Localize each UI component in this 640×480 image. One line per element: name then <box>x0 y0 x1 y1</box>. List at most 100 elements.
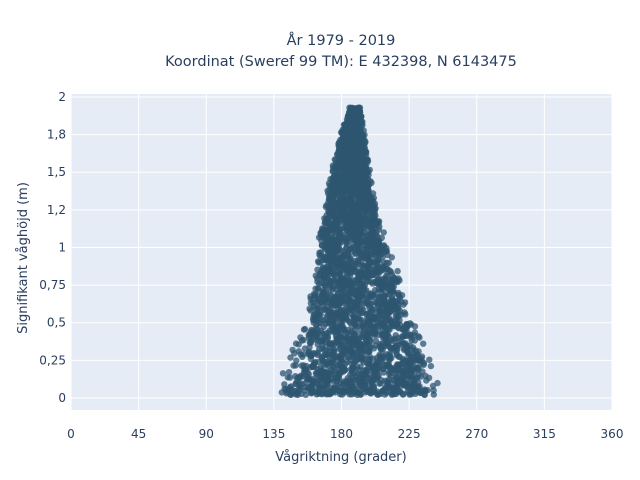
y-tick-label: 1,5 <box>47 165 66 179</box>
data-point <box>365 238 373 245</box>
data-point <box>346 338 353 346</box>
data-point <box>310 290 318 297</box>
chart-title-line1: År 1979 - 2019 <box>287 32 396 49</box>
data-point <box>379 387 386 395</box>
data-point <box>335 182 343 189</box>
data-point <box>314 278 321 285</box>
data-point <box>381 304 388 311</box>
data-point <box>354 302 361 310</box>
data-point <box>353 153 360 160</box>
data-point <box>343 126 350 134</box>
data-point <box>399 359 406 367</box>
data-point <box>293 357 300 364</box>
data-point <box>427 362 435 370</box>
data-point <box>346 264 353 271</box>
data-point <box>326 327 333 334</box>
data-point <box>359 218 366 225</box>
data-point <box>345 115 352 122</box>
data-point <box>300 351 307 358</box>
x-tick-label: 360 <box>601 427 624 441</box>
data-point <box>337 187 344 194</box>
data-point <box>358 245 366 252</box>
data-point <box>316 270 324 277</box>
data-point <box>326 277 333 284</box>
data-point <box>434 379 441 387</box>
data-point <box>324 230 331 237</box>
data-point <box>380 263 387 271</box>
data-point <box>322 255 329 262</box>
data-point <box>384 251 391 259</box>
data-point <box>334 377 341 385</box>
data-point <box>420 340 427 347</box>
data-point <box>341 176 348 183</box>
data-point <box>330 226 338 234</box>
data-point <box>337 345 344 352</box>
data-point <box>351 268 358 275</box>
data-point <box>333 264 341 271</box>
data-point <box>340 262 347 269</box>
data-point <box>382 354 390 361</box>
data-point <box>348 158 355 165</box>
data-point <box>415 384 422 391</box>
data-point <box>399 339 407 347</box>
data-point <box>411 329 419 336</box>
data-point <box>368 272 375 279</box>
data-point <box>405 360 412 367</box>
data-point <box>359 181 366 188</box>
data-point <box>325 247 332 254</box>
data-point <box>330 193 338 200</box>
data-point <box>383 330 391 338</box>
data-point <box>367 386 375 393</box>
data-point <box>359 163 367 170</box>
data-point <box>366 356 373 363</box>
data-point <box>401 345 408 352</box>
data-point <box>348 349 355 356</box>
data-point <box>307 328 315 335</box>
data-point <box>399 372 407 380</box>
y-tick-label: 2 <box>58 90 66 104</box>
data-point <box>367 291 375 299</box>
data-point <box>386 350 393 357</box>
data-point <box>361 171 368 178</box>
data-point <box>342 151 349 158</box>
data-point <box>334 362 342 369</box>
data-point <box>392 387 399 394</box>
data-point <box>430 391 437 398</box>
data-point <box>412 347 419 354</box>
data-point <box>329 341 336 348</box>
data-point <box>418 355 425 362</box>
data-point <box>408 387 416 395</box>
data-point <box>295 374 302 381</box>
data-point <box>343 166 350 174</box>
data-point <box>371 375 378 383</box>
data-point <box>331 328 338 335</box>
data-point <box>330 309 337 316</box>
data-point <box>352 111 360 118</box>
data-point <box>372 337 379 344</box>
data-point <box>338 195 346 203</box>
x-tick-label: 315 <box>533 427 556 441</box>
data-point <box>335 372 342 379</box>
data-point <box>396 277 403 284</box>
data-point <box>339 322 346 329</box>
data-point <box>363 253 370 260</box>
data-point <box>291 387 298 395</box>
data-point <box>314 329 321 336</box>
y-tick-label: 1 <box>58 240 66 254</box>
data-point <box>344 211 352 218</box>
data-point <box>296 387 304 394</box>
data-point <box>320 288 327 295</box>
data-point <box>292 362 299 369</box>
data-point <box>301 370 308 378</box>
data-point <box>298 362 305 369</box>
data-point <box>327 262 335 269</box>
data-points <box>278 104 441 399</box>
data-point <box>349 241 356 248</box>
data-point <box>342 218 349 225</box>
data-point <box>365 310 373 317</box>
data-point <box>319 341 326 348</box>
data-point <box>292 380 299 387</box>
x-tick-label: 225 <box>398 427 421 441</box>
data-point <box>349 283 356 290</box>
data-point <box>375 220 382 227</box>
